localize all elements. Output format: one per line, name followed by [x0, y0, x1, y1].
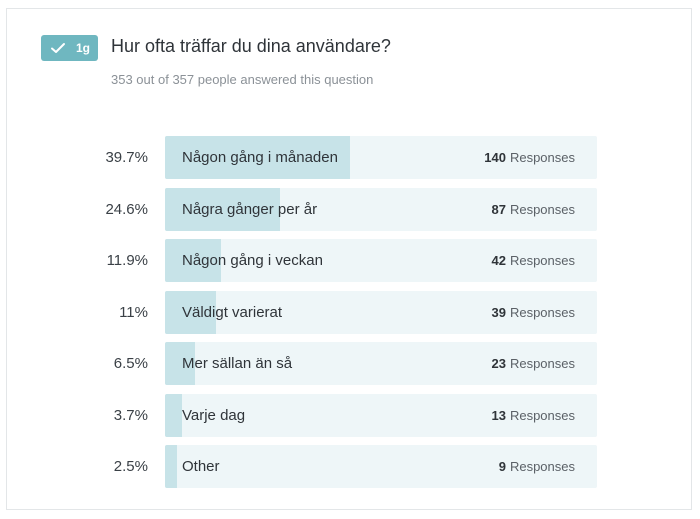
answer-label: Other — [182, 458, 220, 475]
answer-bar-fill — [165, 239, 221, 282]
answer-bar: Other 9 Responses — [165, 445, 597, 488]
answer-percent: 11.9% — [106, 252, 148, 269]
response-count-number: 39 — [491, 305, 506, 320]
response-count-word: Responses — [509, 150, 575, 165]
answer-percent: 3.7% — [113, 407, 148, 424]
response-count-word: Responses — [509, 459, 575, 474]
response-count: 9 Responses — [499, 445, 575, 488]
response-count-word: Responses — [509, 202, 575, 217]
answer-percent: 39.7% — [105, 149, 148, 166]
question-card: 1g Hur ofta träffar du dina användare? 3… — [6, 8, 692, 510]
answer-percent: 24.6% — [105, 201, 148, 218]
response-count: 140 Responses — [484, 136, 575, 179]
response-count: 13 Responses — [491, 394, 575, 437]
answer-label: Någon gång i veckan — [182, 252, 323, 269]
question-id: 1g — [75, 41, 90, 55]
response-count-word: Responses — [509, 356, 575, 371]
answer-percent: 2.5% — [113, 458, 148, 475]
answer-row: 2.5% Other 9 Responses — [7, 445, 691, 488]
answer-row: 11% Väldigt varierat 39 Responses — [7, 291, 691, 334]
question-title: Hur ofta träffar du dina användare? — [111, 36, 391, 56]
response-count-word: Responses — [509, 408, 575, 423]
question-badge[interactable]: 1g — [41, 35, 98, 61]
answer-bar-fill — [165, 188, 280, 231]
answer-bar-fill — [165, 291, 217, 334]
response-count-word: Responses — [509, 253, 575, 268]
answer-label: Väldigt varierat — [182, 304, 283, 321]
answer-bar: Någon gång i veckan 42 Responses — [165, 239, 597, 282]
answer-row: 6.5% Mer sällan än så 23 Responses — [7, 342, 691, 385]
response-count-number: 9 — [498, 459, 506, 474]
answer-label: Några gånger per år — [182, 201, 318, 218]
response-count: 42 Responses — [491, 239, 575, 282]
answer-row: 39.7% Någon gång i månaden 140 Responses — [7, 136, 691, 179]
answer-label: Mer sällan än så — [182, 355, 293, 372]
response-count-number: 87 — [491, 202, 506, 217]
answer-percent: 11% — [119, 304, 148, 321]
answer-bar: Någon gång i månaden 140 Responses — [165, 136, 597, 179]
response-count-word: Responses — [509, 305, 575, 320]
response-count-number: 140 — [484, 150, 506, 165]
answer-row: 3.7% Varje dag 13 Responses — [7, 394, 691, 437]
answer-label: Någon gång i månaden — [182, 149, 338, 166]
response-count: 23 Responses — [491, 342, 575, 385]
response-count-number: 13 — [491, 408, 506, 423]
answered-count: 353 out of 357 people answered this ques… — [111, 72, 374, 87]
answer-bar: Mer sällan än så 23 Responses — [165, 342, 597, 385]
answer-bar-fill — [165, 394, 183, 437]
answer-bar: Väldigt varierat 39 Responses — [165, 291, 597, 334]
response-count-number: 42 — [491, 253, 506, 268]
answer-bar-fill — [165, 342, 196, 385]
answer-bar: Varje dag 13 Responses — [165, 394, 597, 437]
answer-bar: Några gånger per år 87 Responses — [165, 188, 597, 231]
answer-percent: 6.5% — [113, 355, 148, 372]
answer-bar-fill — [165, 136, 351, 179]
answer-row: 24.6% Några gånger per år 87 Responses — [7, 188, 691, 231]
response-count: 39 Responses — [491, 291, 575, 334]
checkmark-icon — [50, 40, 66, 56]
answer-bar-fill — [165, 445, 177, 488]
response-count: 87 Responses — [491, 188, 575, 231]
answer-row: 11.9% Någon gång i veckan 42 Responses — [7, 239, 691, 282]
answer-label: Varje dag — [182, 407, 246, 424]
response-count-number: 23 — [491, 356, 506, 371]
